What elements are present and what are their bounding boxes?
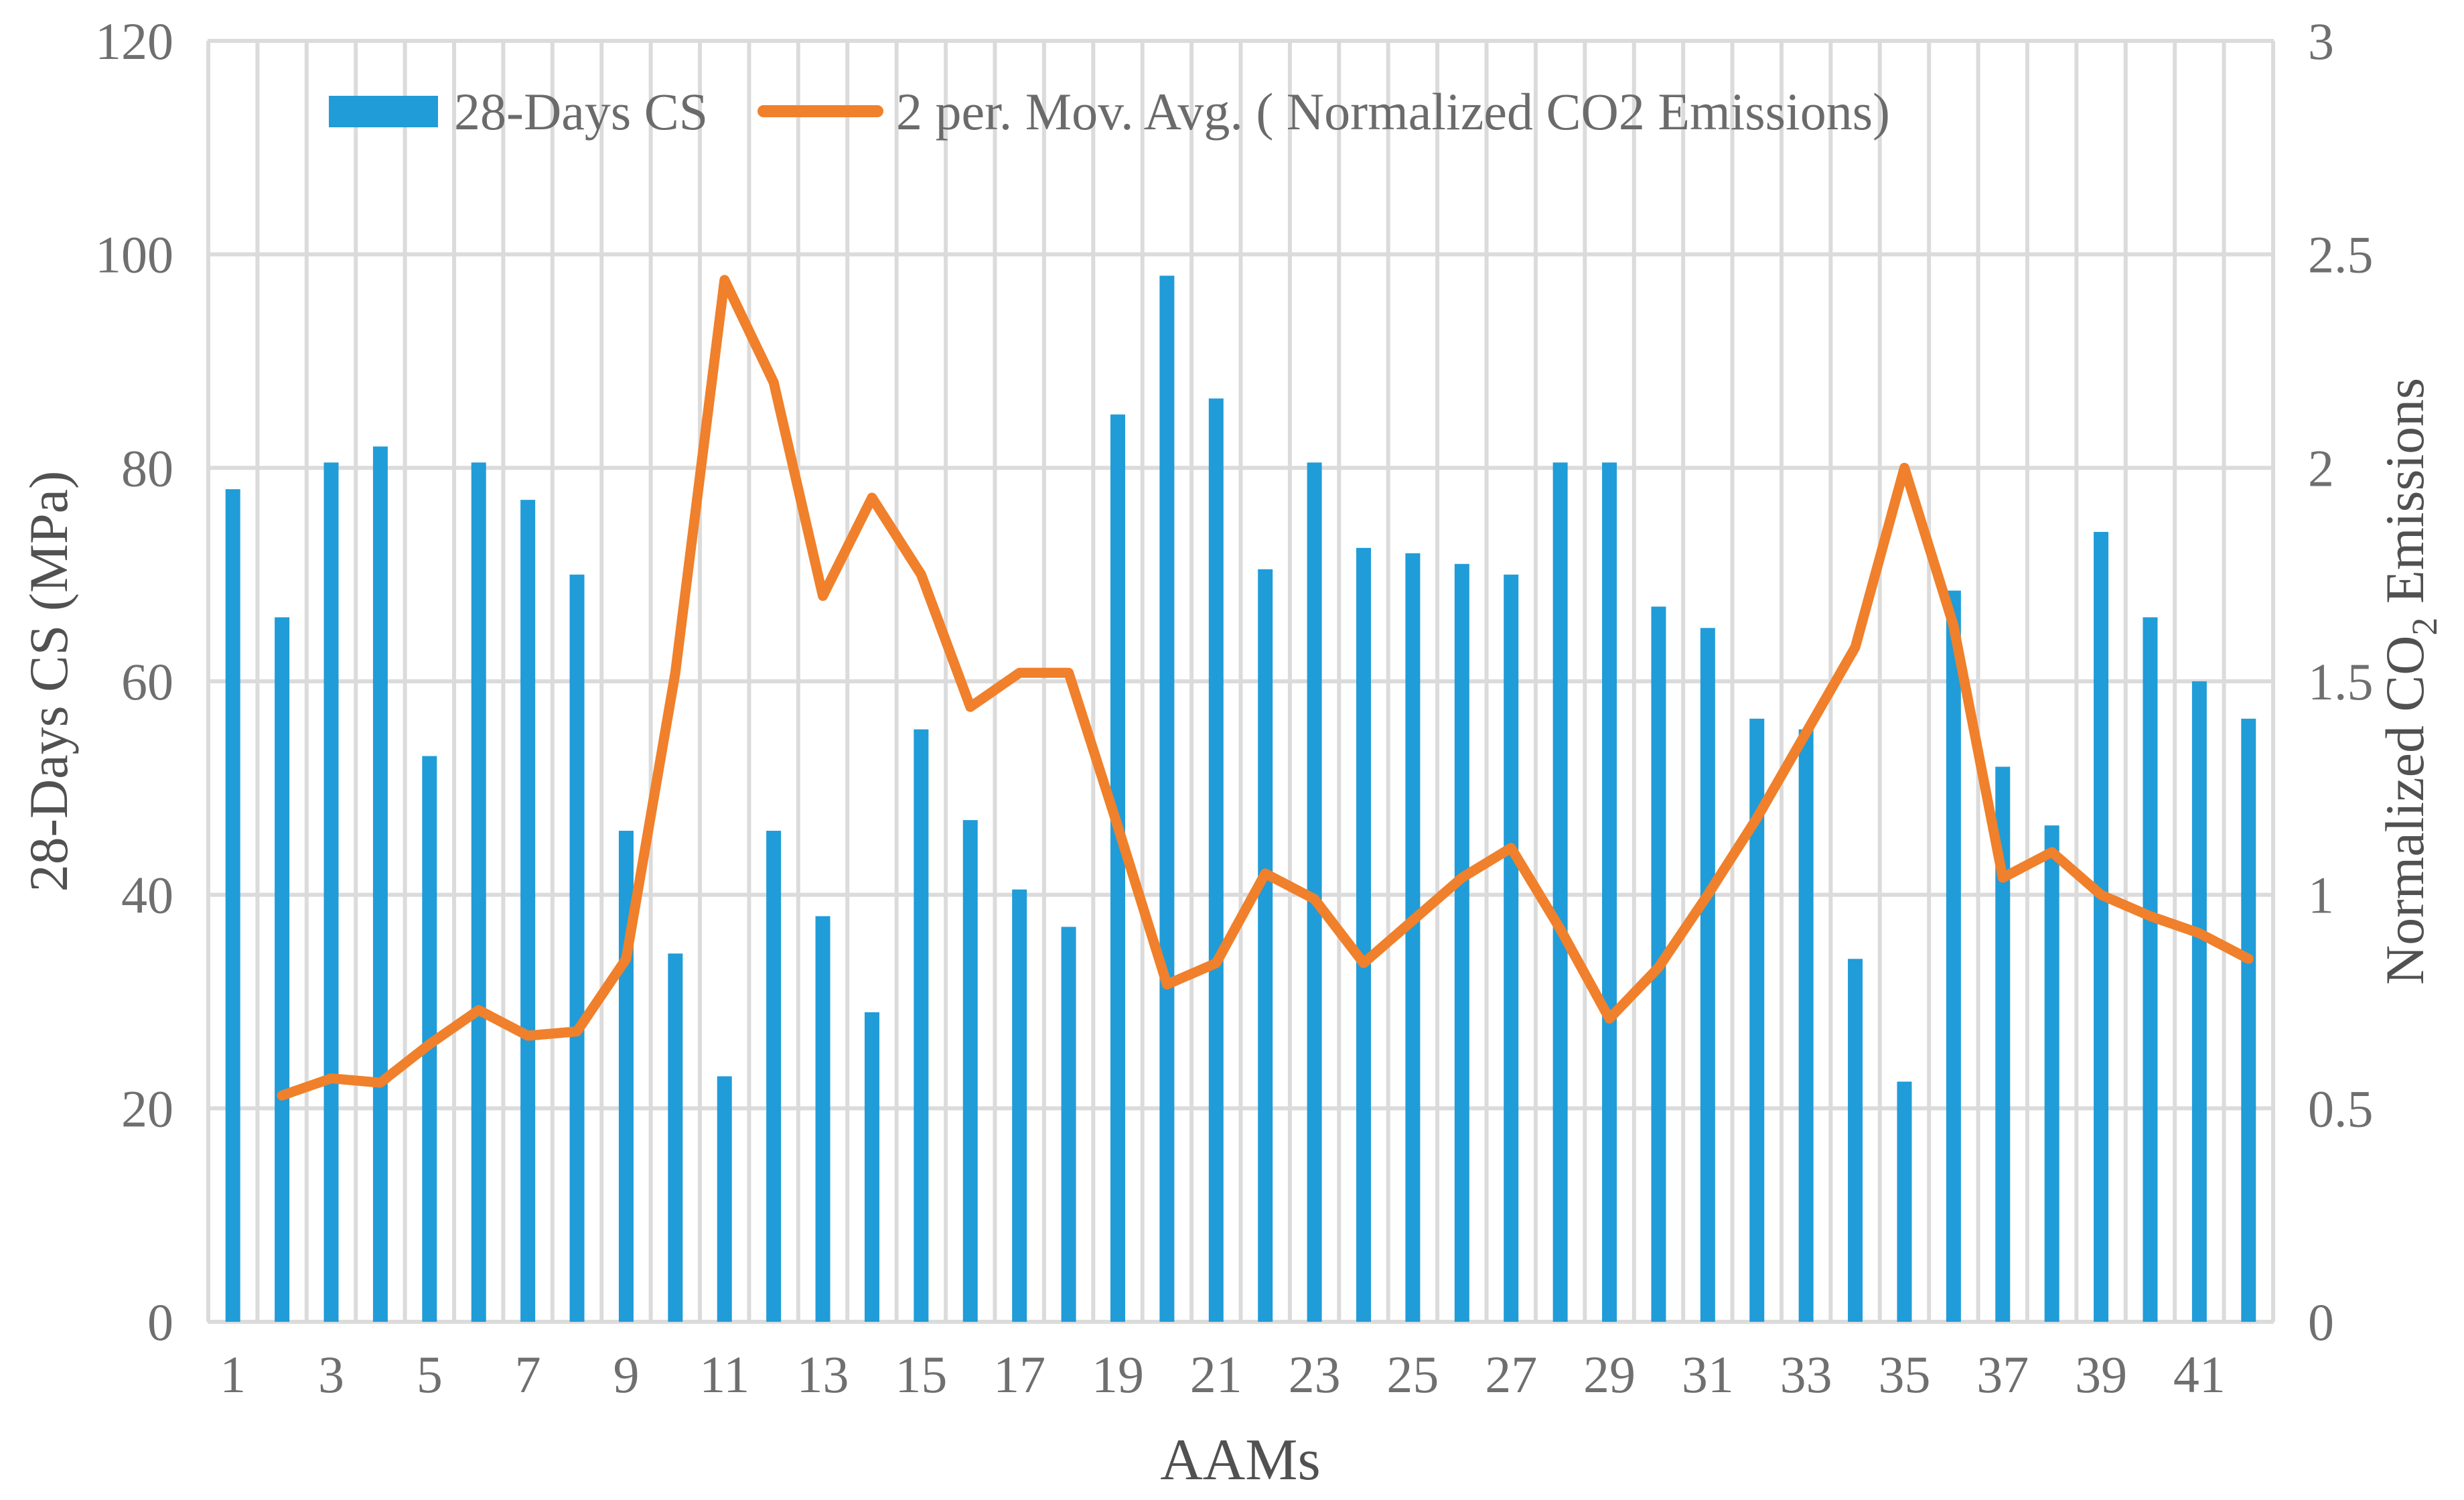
left-axis-tick-label: 20: [121, 1079, 173, 1138]
bar: [717, 1076, 732, 1322]
bar: [914, 729, 929, 1322]
x-axis-tick-label: 27: [1485, 1345, 1537, 1404]
bar: [1110, 414, 1125, 1322]
bar: [2094, 531, 2109, 1322]
right-axis-title-post: Emissions: [2374, 378, 2435, 618]
bar: [864, 1012, 879, 1322]
bar: [2044, 825, 2059, 1322]
x-axis-tick-label: 7: [515, 1345, 541, 1404]
bar: [1798, 729, 1814, 1322]
left-axis-tick-label: 40: [121, 866, 173, 925]
left-axis-tick-label: 0: [147, 1293, 173, 1351]
bar: [1012, 889, 1027, 1322]
right-axis-tick-label: 1: [2308, 866, 2334, 925]
x-axis-tick-label: 15: [895, 1345, 947, 1404]
bar: [1061, 927, 1076, 1322]
x-axis-tick-label: 29: [1583, 1345, 1636, 1404]
bar: [1405, 553, 1421, 1322]
bar: [962, 820, 978, 1322]
bar: [766, 831, 782, 1322]
right-axis-tick-label: 2: [2308, 439, 2334, 497]
bar: [275, 617, 290, 1322]
right-axis-title-subscript: 2: [2404, 618, 2445, 636]
bar: [1356, 547, 1372, 1322]
x-axis-tick-label: 37: [1976, 1345, 2029, 1404]
legend-line-label: 2 per. Mov. Avg. ( Normalized CO2 Emissi…: [896, 82, 1890, 141]
x-axis-tick-label: 17: [993, 1345, 1045, 1404]
x-axis-tick-label: 33: [1780, 1345, 1832, 1404]
bar: [2241, 718, 2256, 1322]
bar: [1552, 462, 1568, 1322]
x-axis-tick-label: 11: [699, 1345, 749, 1404]
x-axis-tick-label: 23: [1289, 1345, 1341, 1404]
right-axis-tick-label: 2.5: [2308, 226, 2374, 284]
bar: [471, 462, 486, 1322]
x-axis-tick-label: 3: [318, 1345, 344, 1404]
legend: 28-Days CS 2 per. Mov. Avg. ( Normalized…: [329, 82, 1890, 141]
line-series: [277, 275, 2254, 1101]
left-axis-tick-label: 120: [95, 12, 173, 70]
bar: [1504, 574, 1519, 1322]
x-axis-tick-label: 31: [1682, 1345, 1734, 1404]
bar: [668, 953, 683, 1322]
legend-bar-label: 28-Days CS: [454, 82, 708, 141]
bar: [225, 489, 240, 1322]
left-axis-tick-labels: 0 20 40 60 80 100 120: [95, 12, 173, 1351]
bar: [2143, 617, 2158, 1322]
legend-bar-swatch: [329, 96, 438, 127]
bar: [1995, 766, 2011, 1322]
bar: [1897, 1081, 1912, 1322]
bar: [520, 500, 536, 1322]
x-axis-tick-label: 39: [2075, 1345, 2127, 1404]
bar: [1700, 628, 1715, 1322]
left-axis-tick-label: 80: [121, 439, 173, 497]
bar: [2191, 681, 2207, 1322]
right-axis-tick-labels: 0 0.5 1 1.5 2 2.5 3: [2308, 12, 2374, 1351]
bar: [1159, 275, 1175, 1322]
right-axis-tick-label: 3: [2308, 12, 2334, 70]
bar: [323, 462, 339, 1322]
x-axis-tick-label: 25: [1386, 1345, 1439, 1404]
x-axis-tick-label: 41: [2173, 1345, 2226, 1404]
left-axis-title: 28-Days CS (MPa): [18, 471, 79, 892]
right-axis-tick-label: 0.5: [2308, 1079, 2374, 1138]
right-axis-title-pre: Normalized CO: [2374, 636, 2435, 985]
x-axis-tick-label: 35: [1878, 1345, 1930, 1404]
x-axis-tick-label: 9: [613, 1345, 639, 1404]
bar: [1602, 462, 1617, 1322]
bar: [1208, 398, 1224, 1322]
horizontal-gridlines: [208, 39, 2274, 1324]
left-axis-tick-label: 60: [121, 653, 173, 711]
x-axis-tick-label: 19: [1092, 1345, 1144, 1404]
x-axis-tick-labels: 1 3 5 7 9 11 13 15 17 19 21 23 25 27 29 31 33 35 37 39 41: [220, 1345, 2226, 1404]
bar-series: [225, 275, 2256, 1322]
x-axis-tick-label: 13: [797, 1345, 849, 1404]
x-axis-tick-label: 21: [1190, 1345, 1242, 1404]
bar: [1454, 563, 1469, 1322]
x-axis-tick-label: 1: [220, 1345, 246, 1404]
bar: [1307, 462, 1322, 1322]
right-axis-title: Normalized CO2 Emissions: [2374, 378, 2445, 985]
bar: [372, 446, 388, 1322]
right-axis-tick-label: 1.5: [2308, 653, 2374, 711]
bar: [1946, 590, 1961, 1322]
bar: [1848, 959, 1863, 1322]
bar: [569, 574, 585, 1322]
bar: [1258, 569, 1273, 1322]
bar: [1749, 718, 1765, 1322]
moving-average-line: [277, 275, 2254, 1101]
bar: [815, 916, 830, 1322]
left-axis-tick-label: 100: [95, 226, 173, 284]
x-axis-title: AAMs: [1160, 1428, 1321, 1493]
right-axis-tick-label: 0: [2308, 1293, 2334, 1351]
x-axis-tick-label: 5: [417, 1345, 443, 1404]
